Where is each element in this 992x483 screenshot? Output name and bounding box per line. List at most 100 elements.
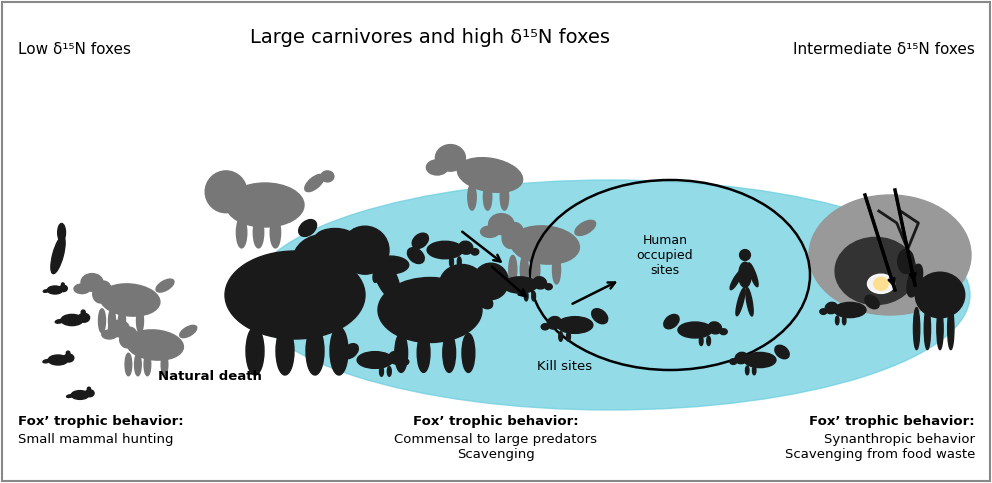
Ellipse shape <box>207 178 234 206</box>
Ellipse shape <box>443 316 447 327</box>
Ellipse shape <box>43 360 50 363</box>
Ellipse shape <box>809 195 971 315</box>
Ellipse shape <box>253 217 264 248</box>
Ellipse shape <box>739 262 751 287</box>
Ellipse shape <box>51 236 65 274</box>
Ellipse shape <box>361 256 376 270</box>
Ellipse shape <box>305 174 324 192</box>
Ellipse shape <box>473 263 509 299</box>
Ellipse shape <box>144 353 151 376</box>
Ellipse shape <box>78 313 89 322</box>
Ellipse shape <box>575 220 595 236</box>
Ellipse shape <box>161 353 168 376</box>
Ellipse shape <box>503 277 537 293</box>
Ellipse shape <box>720 329 727 335</box>
Ellipse shape <box>442 333 455 372</box>
Ellipse shape <box>835 238 916 305</box>
Ellipse shape <box>81 310 85 314</box>
Ellipse shape <box>135 353 141 376</box>
Ellipse shape <box>480 226 499 238</box>
Ellipse shape <box>401 359 409 365</box>
Ellipse shape <box>71 391 89 399</box>
Ellipse shape <box>299 220 316 236</box>
Ellipse shape <box>525 291 528 301</box>
Ellipse shape <box>553 256 560 284</box>
Ellipse shape <box>44 290 49 292</box>
Ellipse shape <box>746 366 749 375</box>
Ellipse shape <box>108 309 115 333</box>
Ellipse shape <box>348 245 353 256</box>
Ellipse shape <box>735 352 748 364</box>
Ellipse shape <box>85 390 94 397</box>
Ellipse shape <box>914 308 920 350</box>
Text: Fox’ trophic behavior:: Fox’ trophic behavior: <box>809 415 975 428</box>
Ellipse shape <box>408 248 425 264</box>
Ellipse shape <box>730 359 737 364</box>
Ellipse shape <box>413 233 429 248</box>
Ellipse shape <box>818 207 908 287</box>
Ellipse shape <box>92 281 111 303</box>
Ellipse shape <box>451 316 455 327</box>
Ellipse shape <box>898 249 914 273</box>
Ellipse shape <box>357 352 393 369</box>
Text: Natural death: Natural death <box>158 370 262 383</box>
Ellipse shape <box>378 278 482 342</box>
Ellipse shape <box>753 366 756 375</box>
Ellipse shape <box>532 291 536 301</box>
Ellipse shape <box>371 256 409 274</box>
Circle shape <box>740 250 750 260</box>
Ellipse shape <box>341 226 389 274</box>
Ellipse shape <box>442 302 478 318</box>
Ellipse shape <box>246 327 264 375</box>
Ellipse shape <box>306 327 324 375</box>
Ellipse shape <box>66 351 69 355</box>
Ellipse shape <box>427 160 448 175</box>
Ellipse shape <box>874 277 888 290</box>
Ellipse shape <box>746 287 753 316</box>
Ellipse shape <box>489 213 514 235</box>
Ellipse shape <box>180 326 196 338</box>
Ellipse shape <box>60 285 67 292</box>
Ellipse shape <box>350 228 366 242</box>
Ellipse shape <box>548 316 561 329</box>
Text: Kill sites: Kill sites <box>538 360 592 373</box>
Ellipse shape <box>66 395 73 398</box>
Ellipse shape <box>428 242 463 259</box>
Ellipse shape <box>947 308 954 350</box>
Ellipse shape <box>591 309 608 324</box>
Ellipse shape <box>699 336 703 345</box>
Ellipse shape <box>225 251 365 339</box>
Ellipse shape <box>775 345 790 359</box>
Ellipse shape <box>520 256 529 284</box>
Ellipse shape <box>449 257 453 267</box>
Ellipse shape <box>320 171 334 182</box>
Ellipse shape <box>925 308 930 350</box>
Ellipse shape <box>730 271 742 290</box>
Ellipse shape <box>457 257 461 267</box>
Ellipse shape <box>907 264 923 297</box>
Ellipse shape <box>545 284 553 290</box>
Text: Low δ¹⁵N foxes: Low δ¹⁵N foxes <box>18 42 131 57</box>
Ellipse shape <box>532 256 540 284</box>
Ellipse shape <box>936 308 943 350</box>
Ellipse shape <box>61 314 83 326</box>
Ellipse shape <box>270 217 281 248</box>
Ellipse shape <box>58 224 65 242</box>
Ellipse shape <box>340 245 344 256</box>
Ellipse shape <box>236 217 247 248</box>
Ellipse shape <box>708 322 721 334</box>
Ellipse shape <box>916 272 965 318</box>
Ellipse shape <box>108 320 129 337</box>
Ellipse shape <box>127 330 184 360</box>
Ellipse shape <box>102 330 117 339</box>
Ellipse shape <box>380 367 384 376</box>
Text: Human
occupied
sites: Human occupied sites <box>637 233 693 276</box>
Ellipse shape <box>439 265 484 303</box>
Ellipse shape <box>819 309 826 314</box>
Ellipse shape <box>558 317 593 333</box>
Ellipse shape <box>427 309 434 315</box>
Ellipse shape <box>63 354 73 362</box>
Ellipse shape <box>825 302 837 313</box>
Ellipse shape <box>867 274 895 293</box>
Ellipse shape <box>381 272 385 283</box>
